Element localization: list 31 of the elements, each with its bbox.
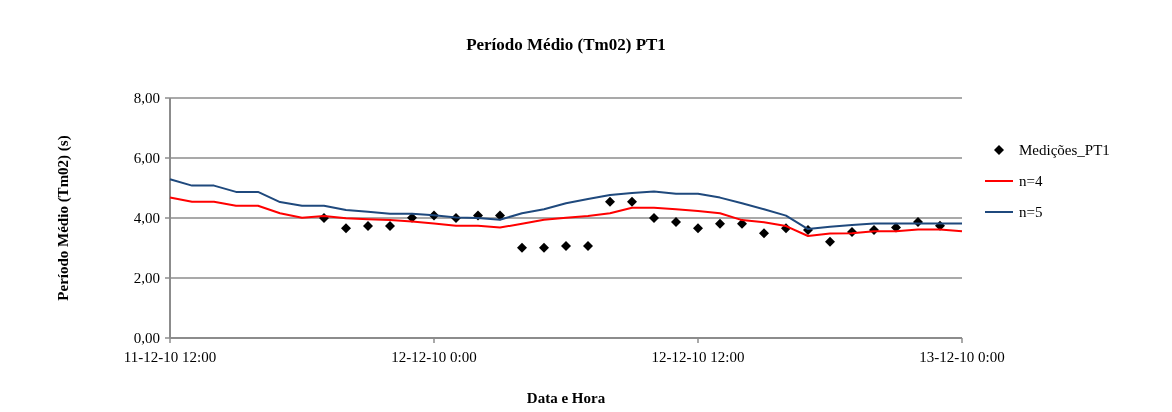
x-tick-label: 11-12-10 12:00 — [123, 349, 217, 365]
chart-title: Período Médio (Tm02) PT1 — [466, 35, 666, 54]
point — [539, 242, 549, 253]
point — [495, 210, 505, 221]
point — [341, 223, 351, 234]
x-axis-title: Data e Hora — [526, 390, 606, 406]
y-tick-label: 8,00 — [133, 90, 160, 107]
x-tick-label: 12-12-10 0:00 — [391, 349, 477, 365]
point — [517, 242, 527, 253]
point — [649, 213, 659, 223]
y-tick-label: 0,00 — [133, 330, 160, 347]
point — [583, 240, 593, 251]
point — [715, 218, 725, 229]
y-tick-label: 4,00 — [133, 210, 160, 227]
y-tick-label: 2,00 — [133, 270, 160, 287]
legend-label: n=5 — [1019, 204, 1043, 221]
y-axis-title: Período Médio (Tm02) (s) — [55, 135, 72, 301]
x-tick-label: 12-12-10 12:00 — [651, 349, 745, 365]
point — [363, 221, 373, 232]
point — [605, 196, 615, 207]
point — [561, 240, 571, 251]
point — [825, 236, 835, 247]
point — [759, 228, 769, 239]
point — [627, 196, 637, 207]
y-tick-label: 6,00 — [133, 150, 160, 167]
legend-label: n=4 — [1019, 173, 1043, 190]
point — [385, 221, 395, 232]
point — [671, 216, 681, 227]
x-tick-label: 13-12-10 0:00 — [919, 349, 1005, 365]
point — [693, 223, 703, 234]
legend-label: Medições_PT1 — [1019, 142, 1110, 159]
